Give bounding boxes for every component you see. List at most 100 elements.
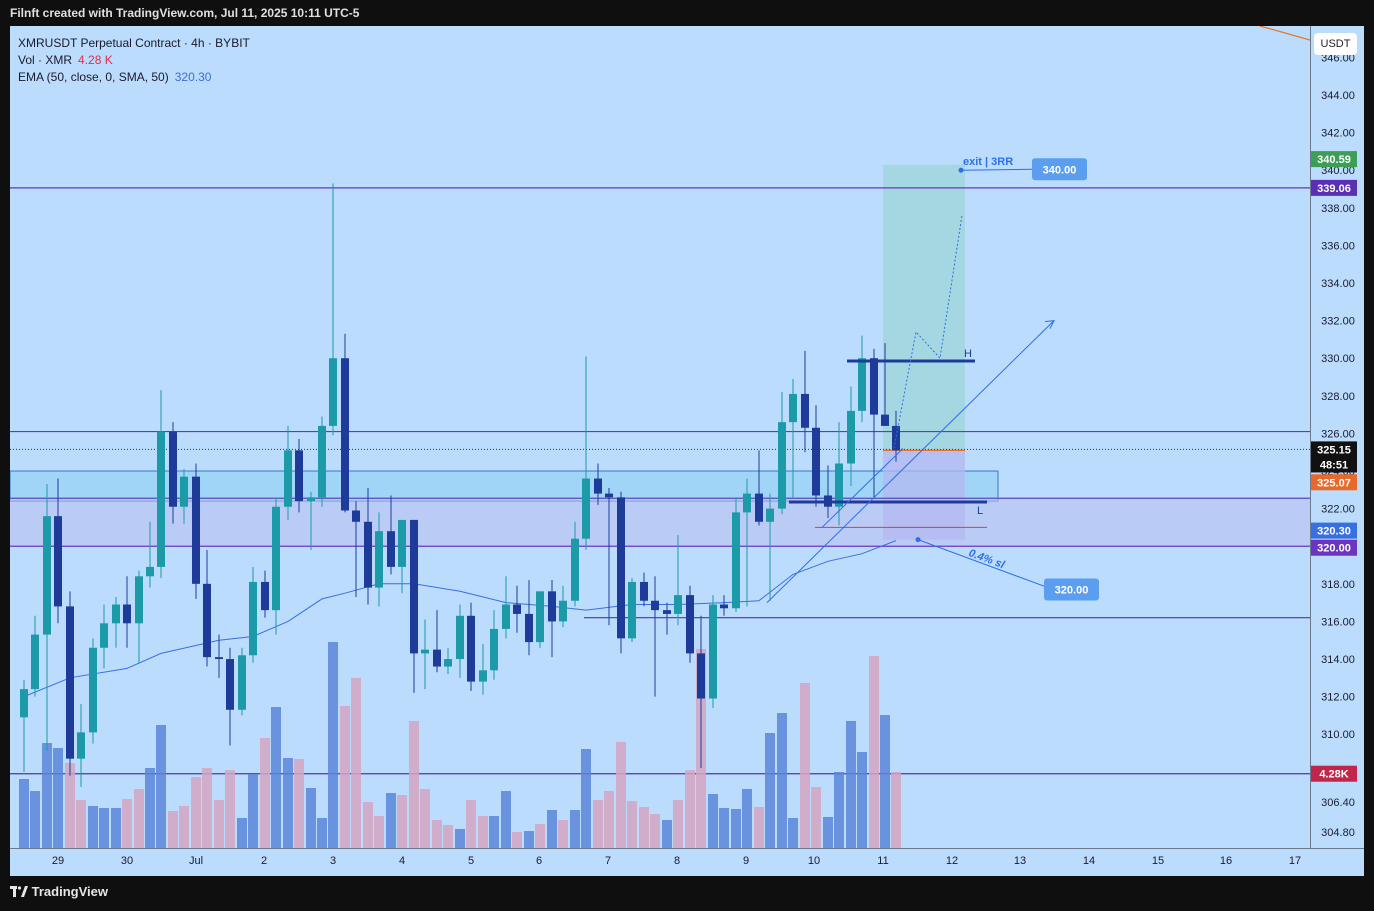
- volume-bar: [524, 831, 534, 848]
- stop-loss-label: 0.4% sl: [967, 547, 1007, 571]
- time-tick-label: 30: [121, 855, 133, 867]
- volume-bar: [317, 818, 327, 848]
- legend-symbol[interactable]: XMRUSDT Perpetual Contract · 4h · BYBIT: [18, 36, 250, 50]
- candle-body: [100, 623, 108, 648]
- stop-tag-bg: [1044, 578, 1099, 601]
- volume-bar: [248, 774, 258, 848]
- price-tick-label: 310.00: [1321, 729, 1355, 741]
- price-tick-label: 340.00: [1321, 165, 1355, 177]
- volume-bar: [627, 801, 637, 848]
- time-tick-label: 15: [1152, 855, 1164, 867]
- trend-line-arrow: [1044, 320, 1055, 329]
- volume-bar: [547, 810, 557, 848]
- candle-body: [789, 393, 797, 423]
- candle-body: [870, 358, 878, 415]
- volume-bar: [662, 820, 672, 848]
- candle-body: [43, 516, 51, 635]
- candle-body: [307, 497, 315, 502]
- price-label-bg: [1311, 765, 1357, 782]
- volume-bar: [260, 738, 270, 848]
- legend-ema-value: 320.30: [174, 70, 212, 84]
- time-tick-label: 29: [52, 855, 64, 867]
- candle-body: [398, 519, 406, 567]
- price-tick-label: 306.40: [1321, 797, 1355, 809]
- candle-body: [410, 519, 418, 654]
- volume-bar: [765, 733, 775, 848]
- support-zone: [10, 497, 1310, 547]
- volume-bar: [742, 789, 752, 848]
- range-low-mark: L: [977, 505, 983, 517]
- candle-body: [54, 516, 62, 607]
- candle-body: [617, 497, 625, 639]
- time-tick-label: 6: [536, 855, 542, 867]
- position-loss-zone: [883, 449, 965, 540]
- volume-bar: [214, 800, 224, 848]
- price-tick-label: 304.80: [1321, 827, 1355, 839]
- candle-body: [249, 581, 257, 656]
- volume-bar: [685, 770, 695, 848]
- candle-body: [674, 595, 682, 614]
- candle-body: [364, 521, 372, 588]
- price-tick-label: 330.00: [1321, 353, 1355, 365]
- candle-body: [582, 478, 590, 539]
- volume-bar: [397, 795, 407, 848]
- candle-body: [732, 512, 740, 609]
- price-label: 340.59: [1317, 154, 1351, 166]
- price-tick-label: 328.00: [1321, 391, 1355, 403]
- price-label: 325.07: [1317, 477, 1351, 489]
- candle-body: [146, 566, 154, 577]
- tradingview-logo[interactable]: TradingView: [10, 884, 108, 899]
- price-label-bg: [1311, 539, 1357, 556]
- volume-bar: [466, 800, 476, 848]
- candle-body: [743, 493, 751, 513]
- candle-body: [387, 531, 395, 567]
- volume-bar: [489, 816, 499, 848]
- price-label-bg: [1311, 456, 1357, 473]
- price-label-bg: [1311, 522, 1357, 539]
- candle-body: [77, 732, 85, 759]
- candle-body: [835, 463, 843, 507]
- candle-body: [640, 581, 648, 601]
- price-label: 48:51: [1320, 459, 1348, 471]
- candle-body: [502, 604, 510, 629]
- price-label-bg: [1311, 151, 1357, 168]
- candle-body: [605, 493, 613, 498]
- legend-ema-row: EMA (50, close, 0, SMA, 50) 320.30: [18, 69, 250, 86]
- position-profit-zone: [883, 164, 965, 450]
- time-tick-label: 5: [468, 855, 474, 867]
- tradingview-icon: [10, 885, 28, 897]
- projected-path: [893, 215, 963, 449]
- volume-bar: [891, 772, 901, 848]
- candle-body: [456, 615, 464, 660]
- legend-volume-row: Vol · XMR 4.28 K: [18, 52, 250, 69]
- volume-bar: [650, 814, 660, 848]
- candle-body: [548, 591, 556, 622]
- candle-body: [421, 649, 429, 654]
- tradingview-brand: TradingView: [31, 884, 108, 899]
- candle-body: [169, 431, 177, 507]
- candle-body: [801, 393, 809, 428]
- currency-button[interactable]: USDT: [1314, 33, 1357, 55]
- volume-bar: [593, 800, 603, 848]
- stop-connector: [917, 539, 1054, 590]
- volume-bar: [754, 807, 764, 848]
- time-tick-label: 8: [674, 855, 680, 867]
- candle-body: [444, 659, 452, 667]
- candle-body: [157, 431, 165, 567]
- time-tick-label: 12: [946, 855, 958, 867]
- volume-bar: [811, 787, 821, 848]
- exit-label: exit | 3RR: [963, 156, 1013, 168]
- time-tick-label: 3: [330, 855, 336, 867]
- volume-bar: [237, 818, 247, 848]
- volume-bar: [604, 791, 614, 848]
- price-label: 325.15: [1317, 444, 1351, 456]
- volume-bar: [800, 683, 810, 848]
- candle-body: [284, 450, 292, 507]
- time-tick-label: 13: [1014, 855, 1026, 867]
- target-tag-bg: [1032, 158, 1087, 181]
- price-tick-label: 312.00: [1321, 692, 1355, 704]
- candle-body: [66, 606, 74, 759]
